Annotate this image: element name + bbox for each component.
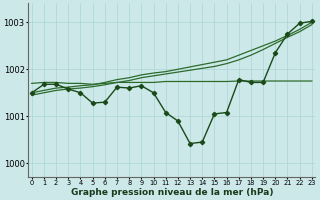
X-axis label: Graphe pression niveau de la mer (hPa): Graphe pression niveau de la mer (hPa) [70, 188, 273, 197]
